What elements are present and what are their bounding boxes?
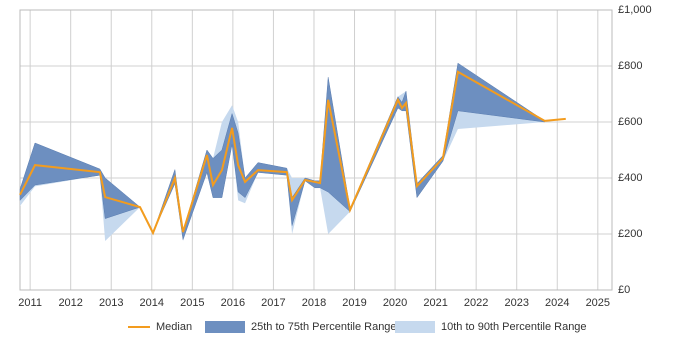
x-tick-label: 2017	[261, 297, 285, 309]
x-tick-label: 2024	[545, 297, 569, 309]
y-tick-label: £0	[618, 284, 630, 296]
x-tick-label: 2013	[99, 297, 123, 309]
x-tick-label: 2022	[464, 297, 488, 309]
x-tick-label: 2014	[140, 297, 164, 309]
y-tick-label: £400	[618, 172, 642, 184]
plot-frame	[19, 9, 613, 291]
x-tick-label: 2012	[58, 297, 82, 309]
x-tick-label: 2019	[342, 297, 366, 309]
x-tick-label: 2018	[302, 297, 326, 309]
x-tick-label: 2020	[383, 297, 407, 309]
x-tick-label: 2015	[180, 297, 204, 309]
y-tick-label: £600	[618, 116, 642, 128]
x-tick-label: 2016	[221, 297, 245, 309]
legend-label: 25th to 75th Percentile Range	[251, 321, 397, 333]
x-tick-label: 2025	[586, 297, 610, 309]
y-tick-label: £1,000	[618, 4, 652, 16]
y-tick-label: £800	[618, 60, 642, 72]
legend-label: Median	[156, 321, 192, 333]
y-tick-label: £200	[618, 228, 642, 240]
median-line	[19, 70, 566, 236]
legend-swatch	[205, 321, 245, 333]
range-area	[19, 62, 545, 240]
x-tick-label: 2011	[18, 297, 42, 309]
x-tick-label: 2021	[423, 297, 447, 309]
legend-swatch	[395, 321, 435, 333]
legend-label: 10th to 90th Percentile Range	[441, 321, 587, 333]
x-tick-label: 2023	[504, 297, 528, 309]
